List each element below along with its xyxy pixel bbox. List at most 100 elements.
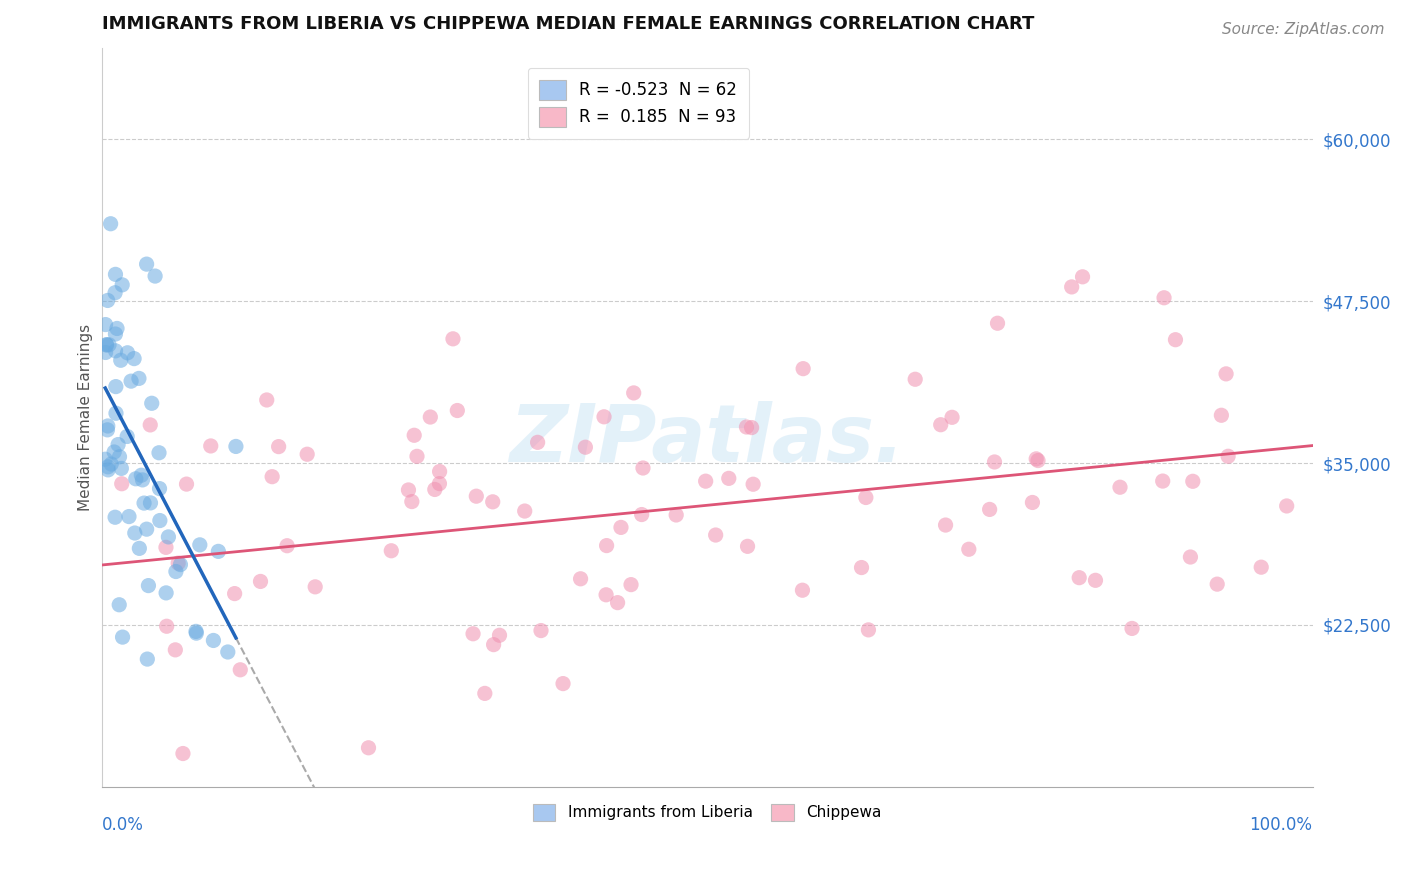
Point — [132, 496, 155, 510]
Point — [155, 586, 177, 600]
Point — [401, 494, 423, 508]
Point — [276, 539, 298, 553]
Point — [110, 353, 132, 368]
Point — [1109, 480, 1132, 494]
Point — [631, 461, 654, 475]
Point — [904, 372, 927, 386]
Point — [1181, 475, 1204, 489]
Point — [165, 643, 187, 657]
Point — [186, 626, 208, 640]
Point — [104, 510, 127, 524]
Point — [357, 740, 380, 755]
Point — [176, 477, 198, 491]
Point — [115, 429, 138, 443]
Text: ZIPatlas.: ZIPatlas. — [509, 401, 905, 479]
Point — [207, 544, 229, 558]
Point — [96, 423, 118, 437]
Point — [200, 439, 222, 453]
Point — [155, 541, 177, 555]
Point — [105, 321, 128, 335]
Point — [124, 526, 146, 541]
Point — [156, 619, 179, 633]
Point — [1026, 453, 1049, 467]
Point — [957, 542, 980, 557]
Point — [1021, 495, 1043, 509]
Point — [111, 630, 134, 644]
Point — [96, 337, 118, 351]
Point — [610, 520, 633, 534]
Point — [1025, 451, 1047, 466]
Point — [986, 316, 1008, 330]
Point — [851, 560, 873, 574]
Point — [792, 583, 814, 598]
Point — [423, 483, 446, 497]
Point — [94, 452, 117, 467]
Point — [104, 326, 127, 341]
Point — [1164, 333, 1187, 347]
Point — [1071, 269, 1094, 284]
Point — [295, 447, 318, 461]
Point — [620, 577, 643, 591]
Point — [169, 558, 191, 572]
Point — [935, 518, 957, 533]
Point — [108, 450, 131, 464]
Point — [120, 374, 142, 388]
Point — [482, 638, 505, 652]
Point — [172, 747, 194, 761]
Point — [100, 217, 122, 231]
Point — [419, 410, 441, 425]
Point — [225, 439, 247, 453]
Point — [1206, 577, 1229, 591]
Point — [1215, 367, 1237, 381]
Point — [138, 578, 160, 592]
Point — [249, 574, 271, 589]
Point — [131, 473, 153, 487]
Point — [96, 338, 118, 352]
Point — [461, 626, 484, 640]
Point — [98, 338, 121, 352]
Point — [122, 351, 145, 366]
Point — [665, 508, 688, 522]
Point — [1180, 549, 1202, 564]
Point — [139, 417, 162, 432]
Point — [623, 385, 645, 400]
Text: IMMIGRANTS FROM LIBERIA VS CHIPPEWA MEDIAN FEMALE EARNINGS CORRELATION CHART: IMMIGRANTS FROM LIBERIA VS CHIPPEWA MEDI… — [101, 15, 1033, 33]
Point — [131, 468, 153, 483]
Point — [104, 268, 127, 282]
Point — [1250, 560, 1272, 574]
Point — [1216, 450, 1239, 464]
Point — [128, 371, 150, 385]
Point — [117, 345, 139, 359]
Point — [139, 496, 162, 510]
Point — [735, 420, 758, 434]
Point — [606, 596, 628, 610]
Point — [737, 539, 759, 553]
Point — [1152, 474, 1174, 488]
Point — [103, 445, 125, 459]
Point — [202, 633, 225, 648]
Point — [595, 588, 617, 602]
Point — [1069, 571, 1091, 585]
Point — [97, 459, 120, 474]
Point — [97, 463, 120, 477]
Point — [551, 676, 574, 690]
Point — [792, 361, 814, 376]
Point — [979, 502, 1001, 516]
Point — [224, 586, 246, 600]
Point — [929, 417, 952, 432]
Point — [630, 508, 652, 522]
Point — [474, 686, 496, 700]
Point — [380, 543, 402, 558]
Point — [100, 457, 122, 471]
Point — [94, 345, 117, 359]
Point — [593, 409, 616, 424]
Point — [184, 624, 207, 639]
Point — [104, 379, 127, 393]
Point — [167, 556, 190, 570]
Point — [141, 396, 163, 410]
Point — [595, 539, 617, 553]
Point — [941, 410, 963, 425]
Point — [128, 541, 150, 556]
Y-axis label: Median Female Earnings: Median Female Earnings — [79, 324, 93, 511]
Point — [983, 455, 1005, 469]
